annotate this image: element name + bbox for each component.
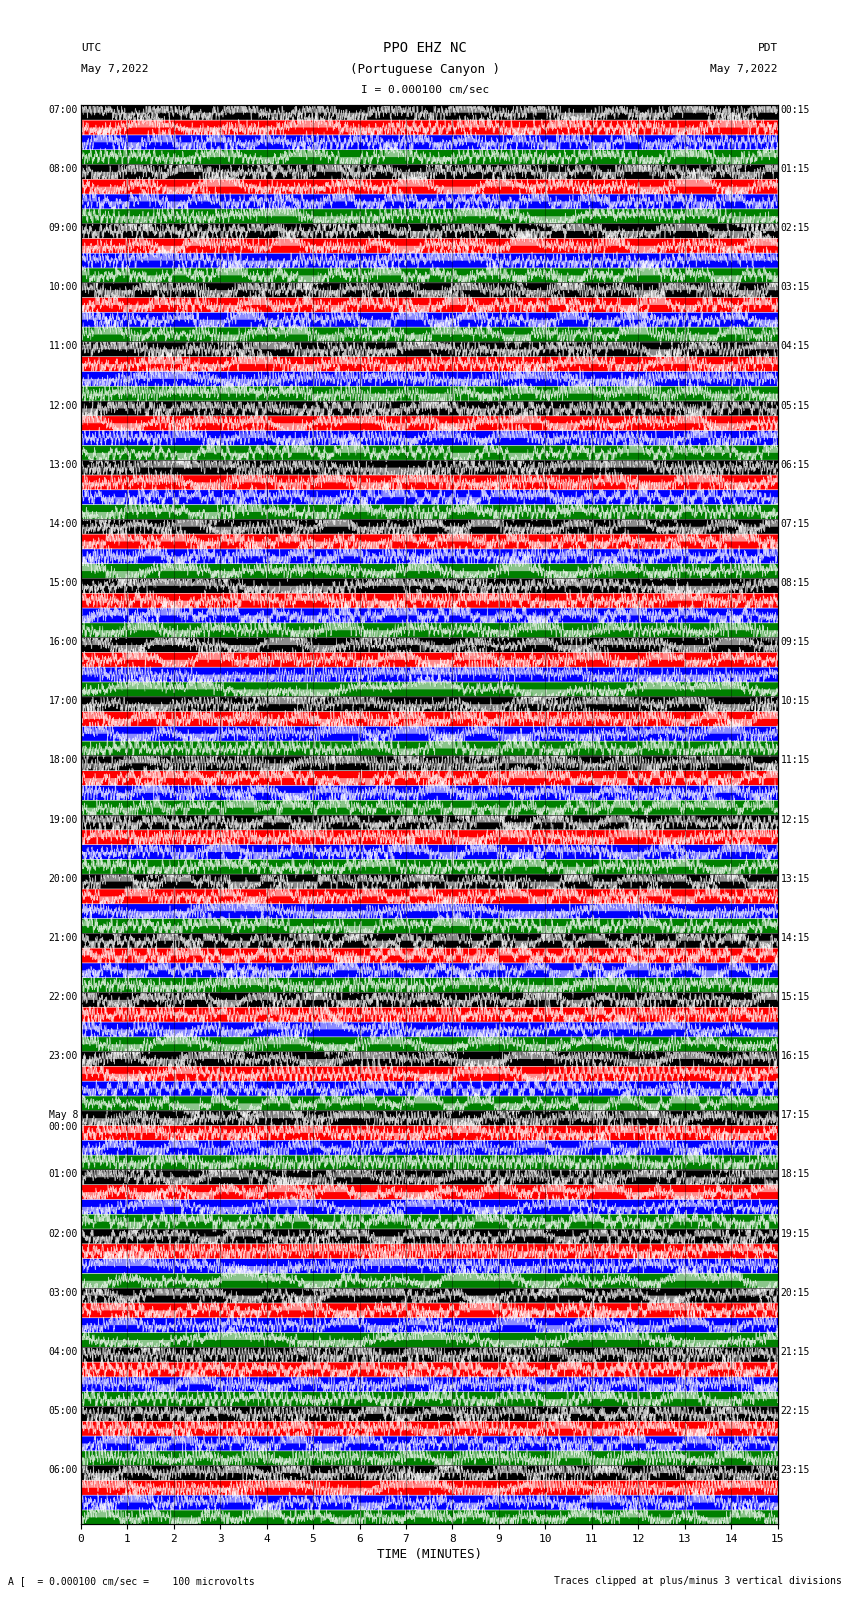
Text: PPO EHZ NC: PPO EHZ NC bbox=[383, 42, 467, 55]
Text: UTC: UTC bbox=[81, 44, 101, 53]
Text: Traces clipped at plus/minus 3 vertical divisions: Traces clipped at plus/minus 3 vertical … bbox=[553, 1576, 842, 1586]
Text: May 7,2022: May 7,2022 bbox=[81, 65, 148, 74]
Text: PDT: PDT bbox=[757, 44, 778, 53]
Text: I = 0.000100 cm/sec: I = 0.000100 cm/sec bbox=[361, 85, 489, 95]
X-axis label: TIME (MINUTES): TIME (MINUTES) bbox=[377, 1548, 482, 1561]
Text: A [  = 0.000100 cm/sec =    100 microvolts: A [ = 0.000100 cm/sec = 100 microvolts bbox=[8, 1576, 255, 1586]
Text: May 7,2022: May 7,2022 bbox=[711, 65, 778, 74]
Text: (Portuguese Canyon ): (Portuguese Canyon ) bbox=[350, 63, 500, 76]
